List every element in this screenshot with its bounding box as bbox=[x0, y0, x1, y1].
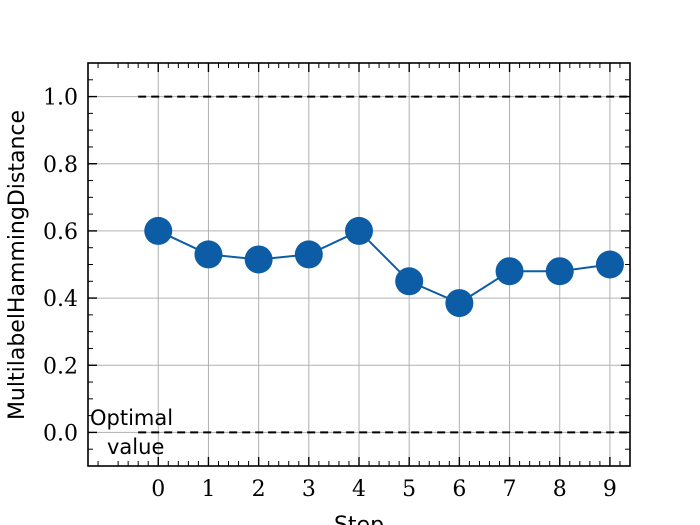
x-tick-label: 8 bbox=[553, 477, 567, 502]
data-point bbox=[395, 267, 424, 296]
tick-labels: 0 1 2 3 4 5 6 7 8 9 0.0 0.2 0.4 0.6 0.8 1.0 bbox=[43, 86, 617, 502]
y-axis-title: MultilabelHammingDistance bbox=[5, 110, 30, 420]
series-line bbox=[157, 229, 611, 305]
data-point bbox=[495, 257, 524, 286]
x-tick-label: 2 bbox=[252, 477, 266, 502]
ticks bbox=[88, 62, 631, 467]
y-tick-label: 1.0 bbox=[43, 86, 78, 111]
data-point bbox=[244, 245, 273, 274]
x-tick-label: 9 bbox=[603, 477, 617, 502]
y-tick-label: 0.2 bbox=[43, 354, 78, 379]
x-tick-label: 7 bbox=[503, 477, 517, 502]
x-tick-label: 6 bbox=[452, 477, 466, 502]
y-tick-label: 0.4 bbox=[43, 287, 78, 312]
data-point bbox=[345, 216, 373, 245]
x-axis-title: Step bbox=[334, 513, 384, 525]
y-tick-label: 0.8 bbox=[43, 153, 78, 178]
y-tick-label: 0.0 bbox=[43, 421, 78, 446]
series bbox=[144, 216, 624, 318]
x-tick-label: 1 bbox=[201, 477, 215, 502]
data-point bbox=[445, 289, 474, 318]
data-point bbox=[545, 257, 574, 286]
annotation-line1: Optimal bbox=[90, 406, 173, 430]
x-tick-label: 5 bbox=[402, 477, 416, 502]
x-tick-label: 3 bbox=[302, 477, 316, 502]
data-point bbox=[194, 240, 223, 269]
data-point bbox=[294, 240, 323, 269]
x-tick-label: 0 bbox=[151, 477, 165, 502]
x-tick-label: 4 bbox=[352, 477, 366, 502]
data-point bbox=[595, 250, 624, 279]
annotation-line2: value bbox=[107, 435, 164, 459]
y-tick-label: 0.6 bbox=[43, 220, 78, 245]
reference-lines bbox=[138, 95, 630, 434]
data-point bbox=[144, 216, 173, 245]
